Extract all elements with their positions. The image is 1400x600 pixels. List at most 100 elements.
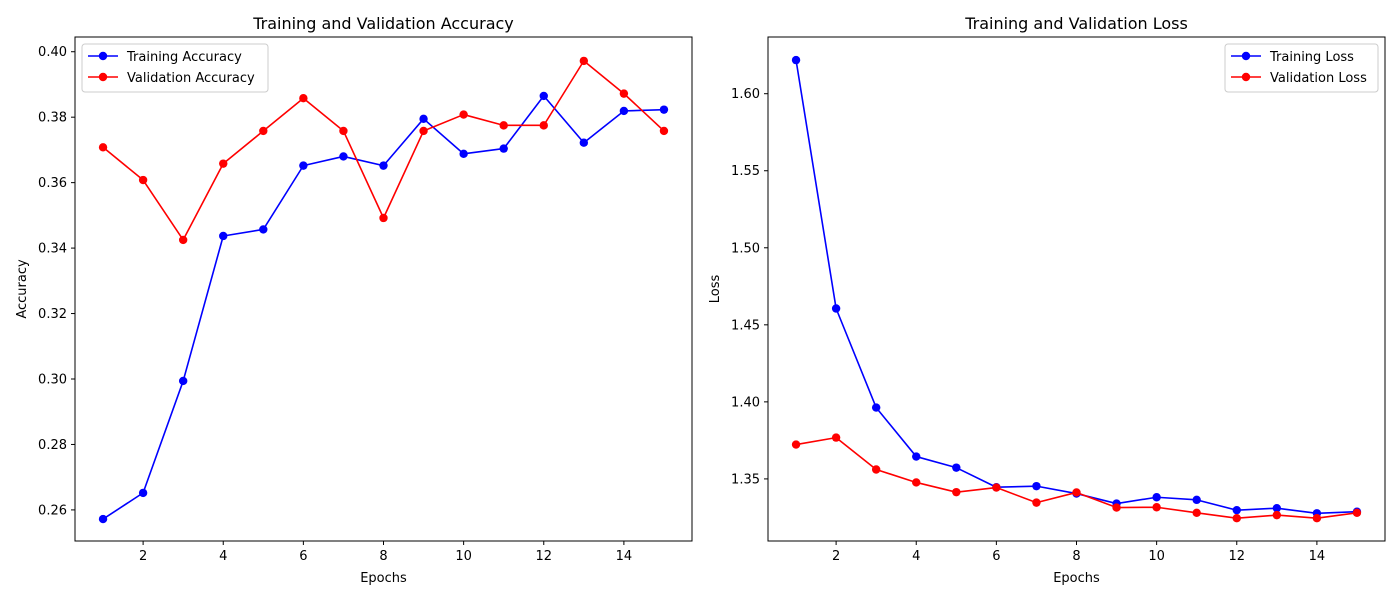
legend-box (81, 43, 269, 93)
data-point (831, 304, 841, 313)
data-point (791, 440, 801, 449)
legend-marker (98, 51, 108, 61)
data-point (871, 403, 881, 412)
data-point (1232, 513, 1241, 523)
data-point (579, 56, 589, 66)
data-point (499, 121, 508, 130)
data-point (1032, 481, 1041, 491)
legend: Training Accuracy Validation Accuracy (81, 43, 269, 93)
data-point (912, 478, 921, 487)
data-point (871, 465, 881, 474)
data-point (831, 433, 841, 442)
y-axis-label: Accuracy (15, 259, 30, 319)
x-tick-label: 12 (535, 549, 552, 564)
series-layer (791, 55, 1362, 523)
data-point (659, 126, 669, 136)
data-point (952, 487, 961, 497)
data-point (579, 138, 589, 147)
y-tick-label: 1.60 (731, 87, 760, 102)
x-axis-label: Epochs (360, 571, 407, 586)
y-tick-label: 1.40 (731, 395, 760, 410)
y-tick-label: 1.35 (731, 472, 760, 487)
y-tick-label: 0.36 (38, 176, 67, 191)
data-point (619, 89, 629, 98)
y-tick-label: 0.32 (38, 307, 67, 322)
legend-label: Validation Loss (1270, 71, 1367, 86)
data-point (259, 225, 268, 234)
legend-label: Training Accuracy (126, 50, 242, 65)
data-point (379, 213, 388, 223)
data-point (1112, 503, 1121, 512)
x-tick-label: 4 (912, 549, 920, 564)
data-point (912, 452, 921, 461)
data-point (259, 126, 268, 136)
data-point (138, 175, 148, 185)
data-point (459, 149, 468, 159)
axis-ticks: 2 4 6 8 10 12 14 0.26 0.28 0.30 0.32 0.34 0.36 0.38 0.… (38, 45, 632, 564)
series-layer (98, 56, 669, 524)
data-point (138, 488, 148, 498)
y-tick-label: 1.50 (731, 241, 760, 256)
y-tick-label: 0.26 (38, 503, 67, 518)
y-tick-label: 1.45 (731, 318, 760, 333)
x-tick-label: 10 (455, 549, 472, 564)
legend-marker (1241, 72, 1251, 82)
data-point (419, 126, 428, 136)
data-point (791, 55, 801, 65)
y-tick-label: 0.30 (38, 373, 67, 388)
x-tick-label: 10 (1148, 549, 1165, 564)
y-tick-label: 1.55 (731, 164, 760, 179)
data-point (1192, 508, 1201, 518)
data-point (178, 235, 188, 245)
legend-label: Validation Accuracy (127, 71, 255, 86)
x-tick-label: 2 (832, 549, 840, 564)
data-point (1152, 503, 1161, 512)
legend: Training Loss Validation Loss (1224, 43, 1379, 93)
data-point (1032, 498, 1041, 507)
legend-marker (98, 72, 108, 82)
data-point (1072, 488, 1081, 497)
data-point (98, 514, 108, 524)
data-point (459, 110, 468, 119)
x-tick-label: 2 (139, 549, 147, 564)
data-point (1272, 510, 1282, 520)
legend-label: Training Loss (1269, 50, 1354, 65)
x-tick-label: 8 (1072, 549, 1080, 564)
x-tick-label: 6 (992, 549, 1000, 564)
data-point (1312, 513, 1322, 523)
y-axis-label: Loss (708, 275, 723, 304)
chart-title: Training and Validation Accuracy (252, 14, 514, 33)
data-point (1192, 495, 1201, 505)
legend-marker (1241, 51, 1251, 61)
loss-chart: Training and Validation Loss Epochs Loss… (708, 14, 1386, 586)
accuracy-chart: Training and Validation Accuracy Epochs … (15, 14, 693, 586)
y-tick-label: 0.34 (38, 242, 67, 257)
data-point (499, 144, 508, 153)
y-tick-label: 0.40 (38, 45, 67, 60)
x-tick-label: 12 (1228, 549, 1245, 564)
data-point (419, 114, 428, 124)
data-point (952, 463, 961, 472)
data-point (539, 121, 548, 130)
chart-title: Training and Validation Loss (964, 14, 1188, 33)
data-point (1272, 503, 1282, 513)
axes-frame (74, 36, 693, 542)
data-point (539, 91, 548, 101)
x-tick-label: 14 (616, 549, 633, 564)
data-point (219, 231, 228, 241)
data-point (379, 161, 388, 170)
data-point (98, 143, 108, 152)
x-tick-label: 6 (299, 549, 307, 564)
x-tick-label: 8 (379, 549, 387, 564)
x-tick-label: 14 (1309, 549, 1326, 564)
data-point (339, 126, 348, 136)
axes-frame (767, 36, 1386, 542)
y-tick-label: 0.28 (38, 438, 67, 453)
data-point (659, 105, 669, 114)
legend-box (1224, 43, 1379, 93)
data-point (1232, 505, 1241, 515)
data-point (299, 161, 308, 170)
data-point (299, 94, 308, 103)
